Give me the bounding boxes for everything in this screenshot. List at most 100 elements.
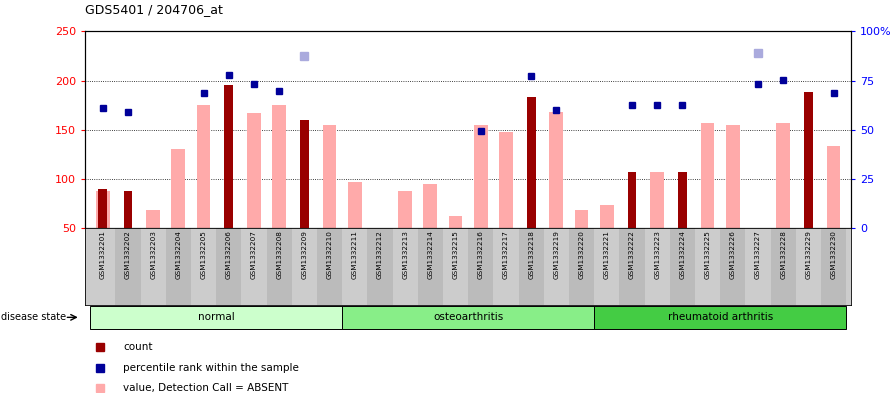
Text: GSM1332213: GSM1332213 (402, 230, 409, 279)
Bar (392, 228, 418, 305)
Text: GSM1332209: GSM1332209 (301, 230, 307, 279)
Text: value, Detection Call = ABSENT: value, Detection Call = ABSENT (124, 383, 289, 393)
Bar (574, 210, 589, 228)
Bar (796, 228, 821, 305)
Text: GSM1332230: GSM1332230 (831, 230, 837, 279)
Text: GSM1332217: GSM1332217 (503, 230, 509, 279)
Text: GSM1332216: GSM1332216 (478, 230, 484, 279)
Text: GSM1332204: GSM1332204 (176, 230, 181, 279)
Bar (821, 228, 846, 305)
Bar (247, 113, 261, 228)
Bar (90, 228, 116, 305)
Bar (267, 228, 292, 305)
Bar (96, 191, 109, 228)
Text: GSM1332220: GSM1332220 (579, 230, 584, 279)
Text: GSM1332224: GSM1332224 (679, 230, 685, 279)
Bar (804, 92, 813, 228)
Text: GSM1332222: GSM1332222 (629, 230, 635, 279)
Bar (317, 228, 342, 305)
Bar (191, 228, 216, 305)
Text: GSM1332211: GSM1332211 (352, 230, 358, 279)
Bar (771, 228, 796, 305)
Bar (544, 228, 569, 305)
Text: GSM1332228: GSM1332228 (780, 230, 786, 279)
Bar (367, 228, 392, 305)
Bar (196, 105, 211, 228)
Text: GSM1332207: GSM1332207 (251, 230, 257, 279)
Text: disease state: disease state (1, 312, 66, 322)
Bar (166, 228, 191, 305)
Bar (424, 184, 437, 228)
Bar (449, 216, 462, 228)
Text: GSM1332210: GSM1332210 (326, 230, 332, 279)
Bar (116, 228, 141, 305)
Bar (726, 125, 740, 228)
Text: percentile rank within the sample: percentile rank within the sample (124, 363, 299, 373)
Bar (678, 172, 686, 228)
Bar (527, 97, 536, 228)
Bar (695, 228, 720, 305)
Bar (474, 125, 487, 228)
Bar (171, 149, 185, 228)
Text: GSM1332214: GSM1332214 (427, 230, 434, 279)
Bar (342, 228, 367, 305)
Bar (776, 123, 790, 228)
Bar (619, 228, 644, 305)
Text: GSM1332229: GSM1332229 (806, 230, 812, 279)
Bar (443, 228, 468, 305)
Bar (141, 228, 166, 305)
Bar (569, 228, 594, 305)
Text: GSM1332215: GSM1332215 (452, 230, 459, 279)
Bar (494, 228, 519, 305)
Bar (701, 123, 714, 228)
Text: GSM1332212: GSM1332212 (377, 230, 383, 279)
Bar (519, 228, 544, 305)
Bar (272, 105, 286, 228)
Bar (599, 205, 614, 228)
FancyBboxPatch shape (90, 306, 342, 329)
Bar (644, 228, 669, 305)
Bar (827, 147, 840, 228)
Bar (99, 189, 108, 228)
Bar (300, 120, 309, 228)
Bar (669, 228, 695, 305)
Text: normal: normal (198, 312, 235, 322)
Text: GSM1332206: GSM1332206 (226, 230, 232, 279)
Text: GSM1332226: GSM1332226 (729, 230, 736, 279)
Text: osteoarthritis: osteoarthritis (433, 312, 504, 322)
Text: GDS5401 / 204706_at: GDS5401 / 204706_at (85, 3, 223, 16)
Bar (224, 86, 233, 228)
FancyBboxPatch shape (594, 306, 846, 329)
Text: GSM1332218: GSM1332218 (528, 230, 534, 279)
Bar (745, 228, 771, 305)
Text: GSM1332223: GSM1332223 (654, 230, 660, 279)
Text: GSM1332201: GSM1332201 (99, 230, 106, 279)
Bar (292, 228, 317, 305)
Bar (146, 210, 160, 228)
Text: GSM1332219: GSM1332219 (554, 230, 559, 279)
Bar (549, 112, 564, 228)
Bar (398, 191, 412, 228)
Text: GSM1332221: GSM1332221 (604, 230, 610, 279)
Text: GSM1332227: GSM1332227 (755, 230, 761, 279)
Bar (650, 172, 664, 228)
Bar (124, 191, 133, 228)
Text: rheumatoid arthritis: rheumatoid arthritis (668, 312, 772, 322)
Bar (594, 228, 619, 305)
Bar (468, 228, 494, 305)
Bar (241, 228, 267, 305)
FancyBboxPatch shape (342, 306, 594, 329)
Bar (418, 228, 443, 305)
Text: GSM1332202: GSM1332202 (125, 230, 131, 279)
Bar (720, 228, 745, 305)
Text: GSM1332205: GSM1332205 (201, 230, 207, 279)
Text: count: count (124, 342, 153, 353)
Bar (323, 125, 337, 228)
Text: GSM1332203: GSM1332203 (151, 230, 156, 279)
Bar (348, 182, 362, 228)
Text: GSM1332225: GSM1332225 (704, 230, 711, 279)
Bar (627, 172, 636, 228)
Bar (216, 228, 241, 305)
Bar (499, 132, 513, 228)
Text: GSM1332208: GSM1332208 (276, 230, 282, 279)
